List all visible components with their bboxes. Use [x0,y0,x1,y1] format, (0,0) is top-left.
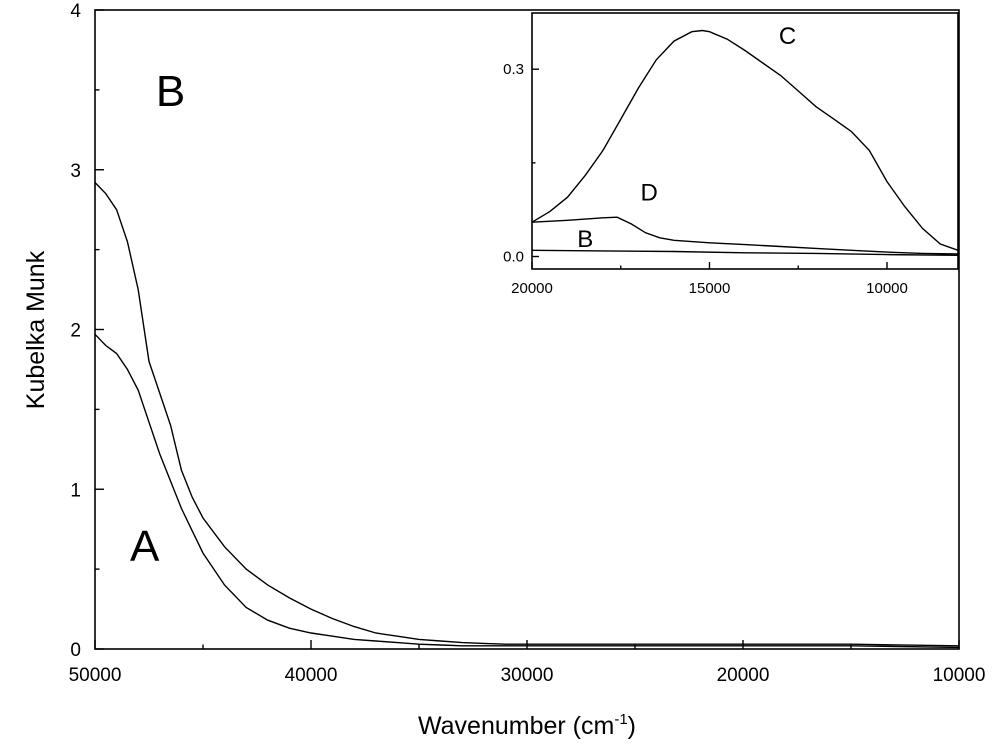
main-x-tick-label: 10000 [933,665,986,686]
inset-plot: 20000 15000 10000 0.0 0.3 C D B [503,12,959,297]
main-x-tick-label: 50000 [69,665,122,686]
main-x-tick-label: 40000 [285,665,338,686]
inset-y-tick-label: 0.0 [503,249,524,266]
main-tick-labels: 50000 40000 30000 20000 10000 0 1 2 3 4 [69,1,986,686]
main-series-a-line [94,333,960,649]
main-y-tick-label: 2 [70,321,81,342]
inset-background [532,13,958,269]
main-y-tick-label: 0 [70,640,81,661]
inset-curve-label-b: B [577,226,593,253]
inset-ticks [531,68,888,269]
x-axis-title-main: Wavenumber (cm [418,712,614,740]
main-y-tick-label: 4 [70,1,81,22]
x-axis-title: Wavenumber (cm-1) [418,711,636,740]
main-y-tick-label: 1 [70,480,81,501]
inset-x-tick-label: 15000 [689,280,731,297]
inset-curve-label-d: D [640,179,657,206]
inset-y-tick-label: 0.3 [503,61,524,78]
main-curves [94,182,960,649]
y-axis-title: Kubelka Munk [22,250,50,409]
main-annotations: AB [130,67,185,571]
x-axis-title-end: ) [628,712,636,740]
main-x-tick-label: 20000 [717,665,770,686]
main-curve-label-a: A [130,522,160,571]
inset-annotations: C D B [577,23,796,253]
inset-series-c-line [531,29,959,251]
inset-series-d-line [531,216,959,255]
main-curve-label-b: B [156,67,185,116]
inset-curve-label-c: C [779,23,796,50]
inset-series-b-line [531,249,959,256]
inset-x-tick-label: 10000 [866,280,908,297]
x-axis-title-superscript: -1 [614,711,627,728]
main-y-tick-label: 3 [70,161,81,182]
inset-plot-frame [531,12,959,270]
main-series-b-line [94,182,960,647]
inset-x-tick-label: 20000 [511,280,553,297]
inset-curves [531,29,959,256]
inset-tick-labels: 20000 15000 10000 0.0 0.3 [503,61,908,297]
main-x-tick-label: 30000 [501,665,554,686]
